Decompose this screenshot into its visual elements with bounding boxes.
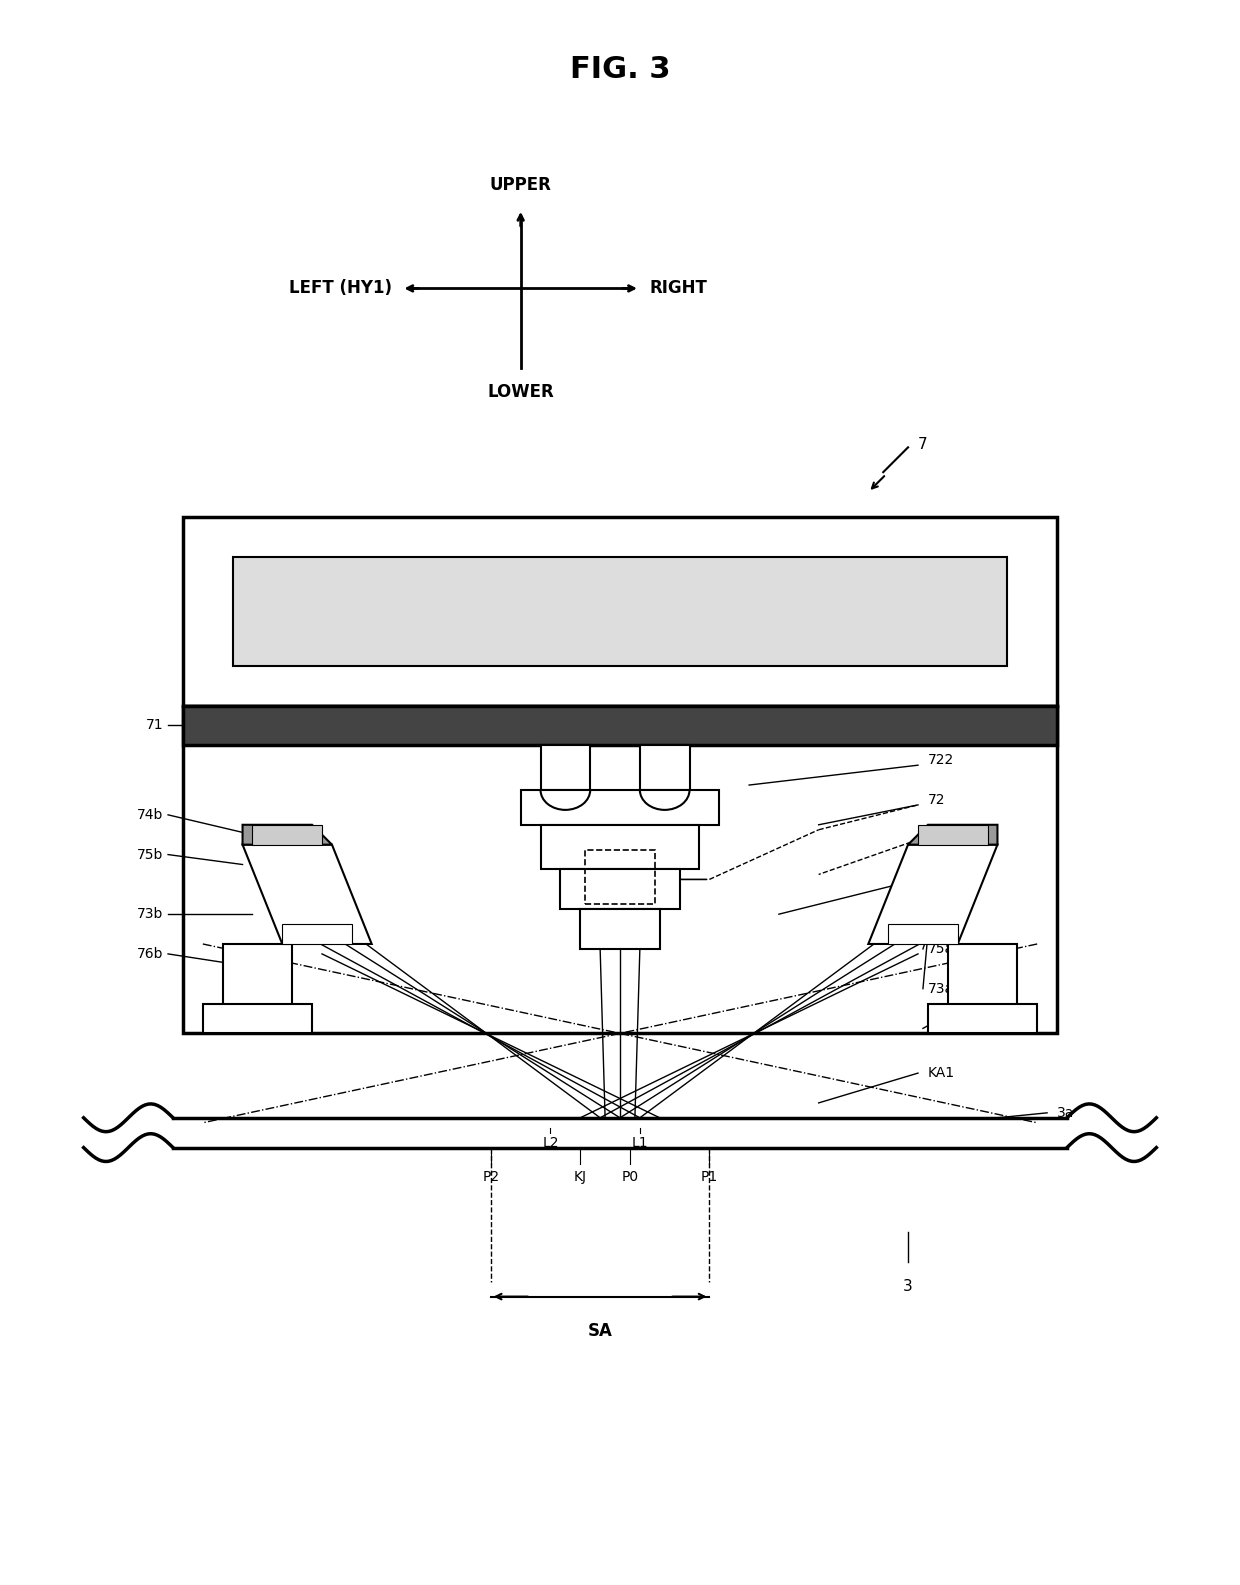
Polygon shape <box>243 824 332 845</box>
Text: RIGHT: RIGHT <box>650 279 708 298</box>
Bar <box>560 870 680 910</box>
Text: L2: L2 <box>542 1135 559 1149</box>
Text: 721: 721 <box>928 832 955 846</box>
Bar <box>223 945 293 1024</box>
Text: 722: 722 <box>928 753 954 767</box>
Text: KA1: KA1 <box>928 1067 955 1079</box>
Text: UPPER: UPPER <box>490 176 552 193</box>
Text: 73b: 73b <box>136 907 164 921</box>
Polygon shape <box>868 845 997 945</box>
Text: 76a: 76a <box>928 1021 954 1035</box>
Text: 76b: 76b <box>136 946 164 961</box>
Text: 72: 72 <box>928 792 945 807</box>
Text: KA2: KA2 <box>928 872 955 886</box>
Text: 74b: 74b <box>136 808 164 823</box>
Polygon shape <box>908 824 997 845</box>
Bar <box>947 945 1017 1024</box>
Polygon shape <box>243 845 372 945</box>
Bar <box>928 1003 1037 1033</box>
Bar <box>888 924 957 945</box>
Bar <box>233 556 1007 666</box>
Bar <box>184 705 1056 745</box>
Text: KJ: KJ <box>574 1170 587 1184</box>
Bar <box>541 824 699 870</box>
Text: 7: 7 <box>918 437 928 452</box>
Text: SA: SA <box>588 1322 613 1341</box>
Text: 3: 3 <box>903 1279 913 1295</box>
Bar <box>918 824 987 845</box>
Bar <box>253 824 322 845</box>
Text: FIG. 3: FIG. 3 <box>569 55 671 84</box>
Text: P1: P1 <box>701 1170 718 1184</box>
Bar <box>283 924 352 945</box>
Text: 3a: 3a <box>1056 1106 1074 1121</box>
Bar <box>184 517 1056 705</box>
Text: 74a: 74a <box>928 902 954 916</box>
Text: P2: P2 <box>482 1170 500 1184</box>
Text: 73a: 73a <box>928 981 954 995</box>
Bar <box>521 789 719 824</box>
Bar <box>640 745 689 789</box>
Text: L1: L1 <box>631 1135 649 1149</box>
Bar <box>184 705 1056 1033</box>
Text: P0: P0 <box>621 1170 639 1184</box>
Text: 75a: 75a <box>928 941 954 956</box>
Text: LOWER: LOWER <box>487 382 554 401</box>
Bar <box>541 745 590 789</box>
Text: 71: 71 <box>145 718 164 732</box>
Bar <box>580 910 660 949</box>
Bar <box>203 1003 312 1033</box>
Bar <box>585 850 655 905</box>
Text: 75b: 75b <box>136 848 164 862</box>
Text: LEFT (HY1): LEFT (HY1) <box>289 279 392 298</box>
